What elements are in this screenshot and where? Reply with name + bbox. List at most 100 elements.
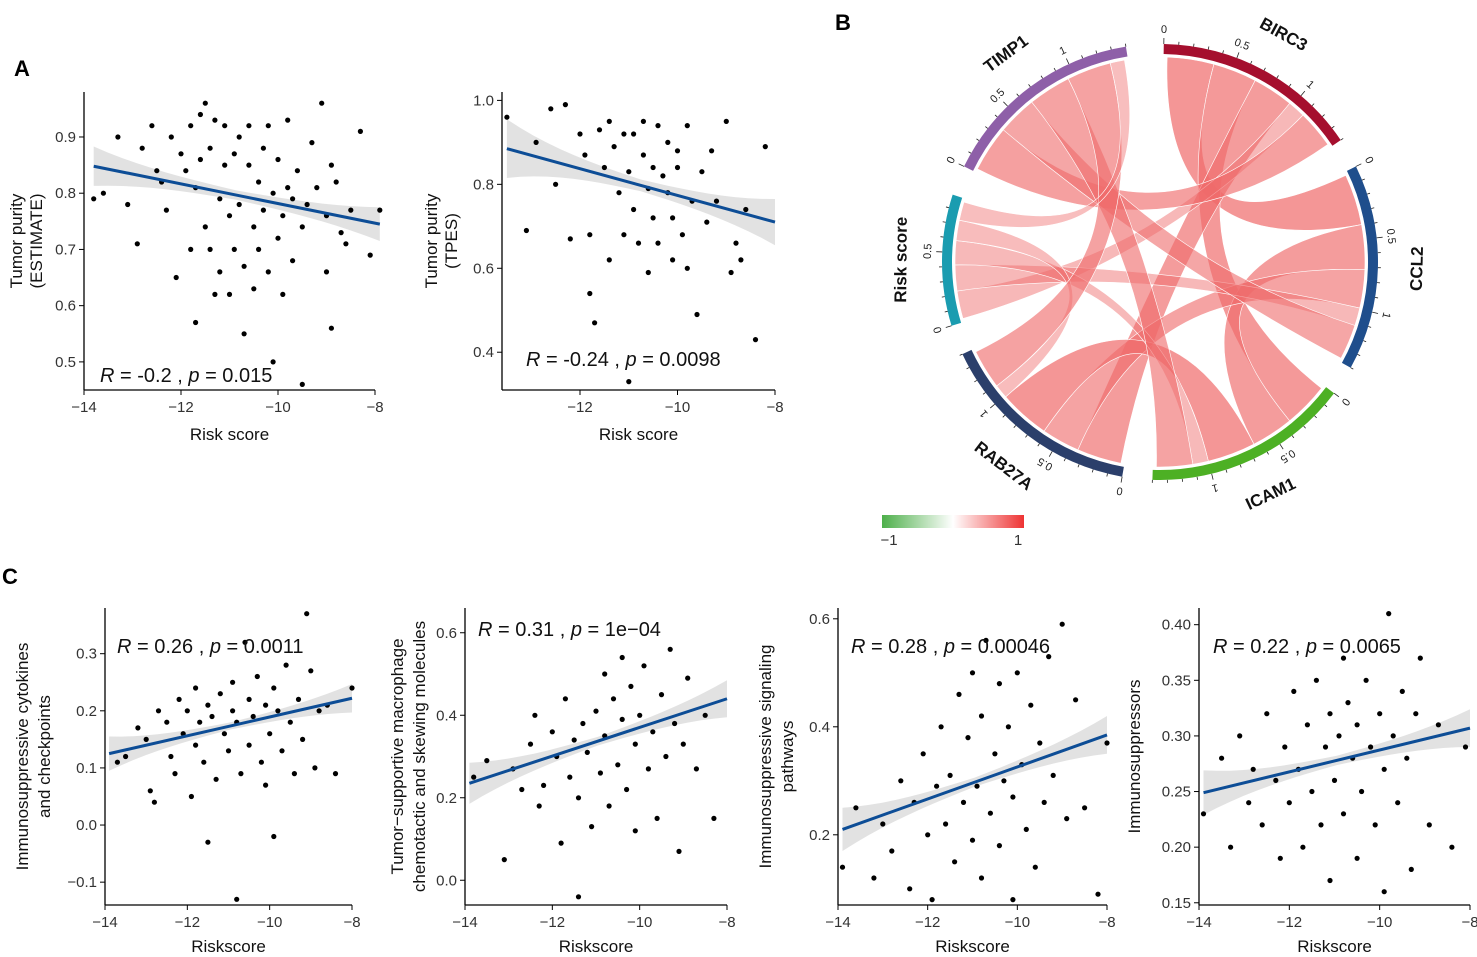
data-point: [251, 224, 257, 230]
data-point: [201, 759, 207, 765]
data-point: [1010, 794, 1016, 800]
sector-label: Risk score: [891, 217, 911, 303]
data-point: [621, 232, 627, 238]
sector-tick: [945, 206, 949, 209]
data-point: [1264, 711, 1270, 717]
data-point: [567, 774, 573, 780]
data-point: [650, 164, 656, 171]
data-point: [484, 758, 490, 764]
data-point: [283, 662, 289, 668]
data-point: [974, 783, 980, 789]
data-point: [285, 185, 291, 191]
data-point: [631, 206, 637, 213]
data-point: [207, 246, 213, 252]
data-point: [280, 213, 286, 219]
data-point: [1304, 722, 1310, 728]
data-point: [225, 748, 232, 754]
y-tick-label: 0.2: [436, 790, 457, 807]
data-point: [1331, 777, 1338, 784]
sector-tick: [1371, 207, 1375, 209]
x-tick-label: −12: [1277, 914, 1302, 931]
sector-tick-label: 0.5: [1233, 36, 1252, 53]
x-tick-label: −10: [627, 914, 652, 931]
data-point: [593, 708, 599, 714]
y-tick-label: 0.2: [76, 703, 97, 720]
data-point: [960, 799, 967, 806]
data-point: [221, 731, 227, 737]
data-point: [154, 168, 160, 174]
correlation-color-legend: −1 1: [880, 515, 1024, 549]
data-point: [582, 152, 588, 158]
data-point: [645, 766, 652, 772]
x-tick-label: −8: [343, 914, 360, 931]
data-point: [197, 111, 203, 118]
data-point: [562, 102, 569, 108]
data-point: [242, 639, 248, 645]
y-tick-label: 0.30: [1162, 728, 1191, 745]
data-point: [1273, 777, 1279, 784]
data-point: [271, 685, 277, 691]
data-point: [577, 131, 583, 137]
data-point: [655, 123, 661, 129]
data-point: [260, 145, 266, 151]
sector-tick: [1002, 414, 1006, 418]
data-point: [907, 886, 913, 892]
x-tick-label: −14: [1186, 914, 1211, 931]
data-point: [1399, 688, 1405, 695]
data-point: [1286, 800, 1292, 806]
sector-tick: [1300, 90, 1306, 96]
data-point: [1219, 755, 1225, 761]
data-point: [1005, 724, 1012, 730]
data-point: [1345, 700, 1351, 706]
scatter-plot-signaling-pathways: −14 −12 −10 −8 0.2 0.4 0.6 Riskscore Immunosuppr…: [756, 608, 1116, 956]
y-tick-label: 0.35: [1162, 672, 1191, 689]
data-point: [275, 235, 281, 241]
data-point: [1327, 877, 1333, 884]
x-tick-label: −14: [92, 914, 117, 931]
regression-line: [108, 696, 353, 756]
sector-arc-icam1: [1152, 387, 1335, 480]
data-point: [226, 291, 233, 297]
data-point: [294, 168, 300, 174]
data-point: [667, 646, 673, 652]
sector-tick: [1028, 84, 1031, 87]
data-point: [115, 134, 121, 140]
sector-tick-label: 0.5: [1036, 455, 1055, 473]
data-point: [1014, 670, 1020, 676]
data-point: [258, 759, 264, 765]
data-point: [139, 145, 145, 151]
sector-tick: [1091, 469, 1094, 473]
data-point: [241, 263, 247, 269]
sector-tick-label: 0: [1339, 396, 1352, 408]
y-axis-label-line1: Tumor−supportive macrophage: [388, 638, 407, 874]
data-point: [723, 118, 729, 124]
x-tick-label: −14: [71, 399, 96, 416]
sector-label: ICAM1: [1243, 474, 1299, 514]
data-point: [1082, 805, 1088, 811]
y-axis-label-line2: (ESTIMATE): [27, 193, 46, 288]
data-point: [299, 224, 305, 230]
data-point: [1300, 844, 1306, 850]
y-tick-label: 0.6: [809, 611, 830, 628]
data-point: [275, 156, 281, 163]
y-tick-label: 0.9: [55, 129, 76, 146]
data-point: [173, 274, 179, 281]
data-point: [947, 772, 953, 779]
data-point: [1377, 711, 1383, 717]
scatter-plot-macrophage-molecules: −14 −12 −10 −8 0.0 0.2 0.4 0.6 Riskscore Tumor−su…: [388, 608, 736, 956]
sector-tick: [1314, 415, 1317, 419]
correlation-stat: R = 0.22 , p = 0.0065: [1213, 636, 1401, 658]
data-point: [597, 770, 604, 776]
data-point: [616, 190, 622, 196]
data-point: [1318, 822, 1324, 828]
sector-tick: [1340, 138, 1344, 141]
data-point: [193, 742, 199, 748]
data-point: [602, 671, 608, 677]
data-point: [184, 708, 190, 714]
data-point: [236, 201, 242, 208]
data-point: [938, 724, 944, 730]
sector-tick: [1196, 476, 1198, 480]
sector-tick: [1355, 163, 1362, 167]
sector-tick: [1322, 114, 1325, 117]
data-point: [123, 753, 129, 760]
